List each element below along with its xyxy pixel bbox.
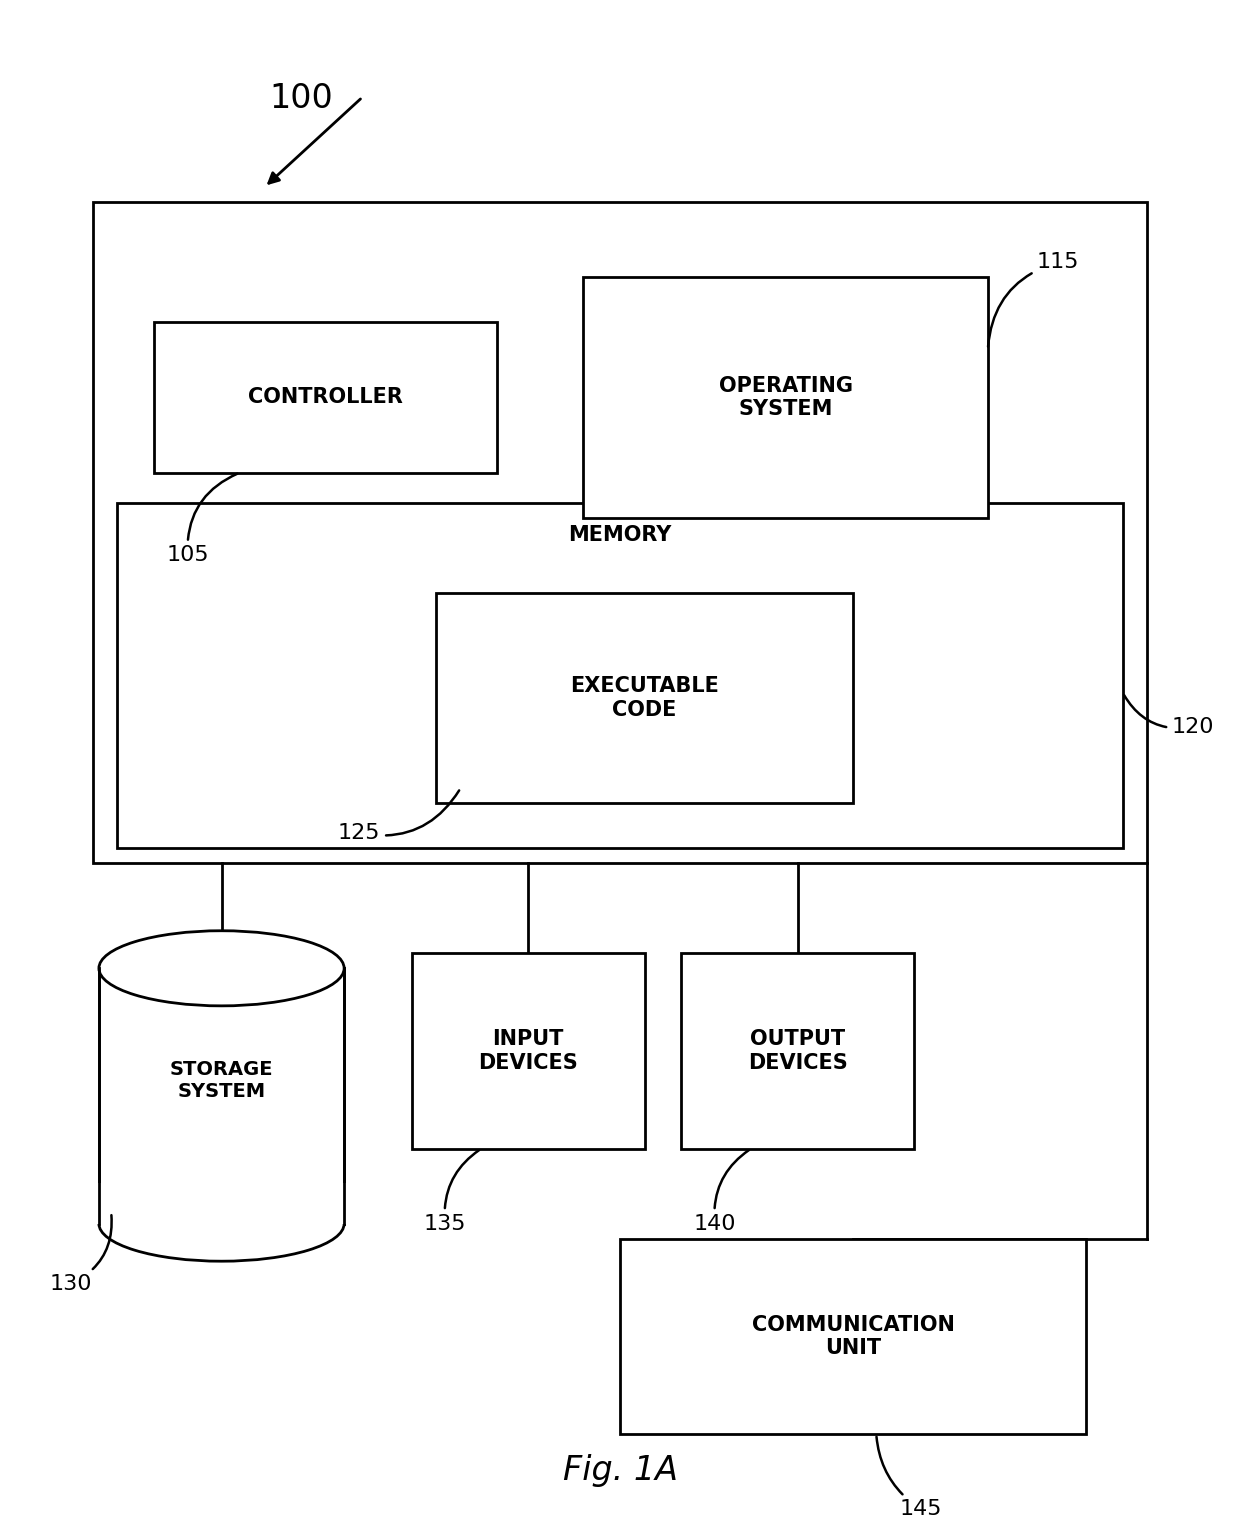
- Bar: [620, 1239, 1086, 1434]
- Bar: [99, 969, 345, 1224]
- Ellipse shape: [99, 931, 345, 1006]
- Bar: [154, 322, 497, 473]
- Text: OPERATING
SYSTEM: OPERATING SYSTEM: [718, 375, 853, 420]
- Text: 105: 105: [166, 473, 237, 565]
- Text: STORAGE
SYSTEM: STORAGE SYSTEM: [170, 1061, 273, 1102]
- Bar: [93, 1183, 350, 1224]
- Bar: [412, 954, 645, 1149]
- Text: CONTROLLER: CONTROLLER: [248, 388, 403, 407]
- Text: INPUT
DEVICES: INPUT DEVICES: [479, 1030, 578, 1073]
- Bar: [583, 278, 988, 517]
- Text: COMMUNICATION
UNIT: COMMUNICATION UNIT: [751, 1315, 955, 1358]
- Text: OUTPUT
DEVICES: OUTPUT DEVICES: [748, 1030, 848, 1073]
- Bar: [436, 592, 853, 803]
- Bar: [681, 954, 914, 1149]
- Text: EXECUTABLE
CODE: EXECUTABLE CODE: [570, 676, 719, 720]
- Ellipse shape: [99, 1186, 345, 1260]
- Text: 135: 135: [424, 1151, 479, 1233]
- Text: MEMORY: MEMORY: [568, 525, 672, 545]
- Text: 140: 140: [693, 1151, 749, 1233]
- Text: 145: 145: [877, 1436, 942, 1518]
- Text: 130: 130: [50, 1215, 112, 1294]
- Text: Fig. 1A: Fig. 1A: [563, 1454, 677, 1486]
- Bar: [118, 502, 1122, 848]
- Text: 125: 125: [339, 790, 459, 842]
- Text: 100: 100: [269, 82, 334, 114]
- Text: 120: 120: [1125, 694, 1214, 737]
- Bar: [93, 203, 1147, 864]
- Text: 115: 115: [988, 252, 1079, 346]
